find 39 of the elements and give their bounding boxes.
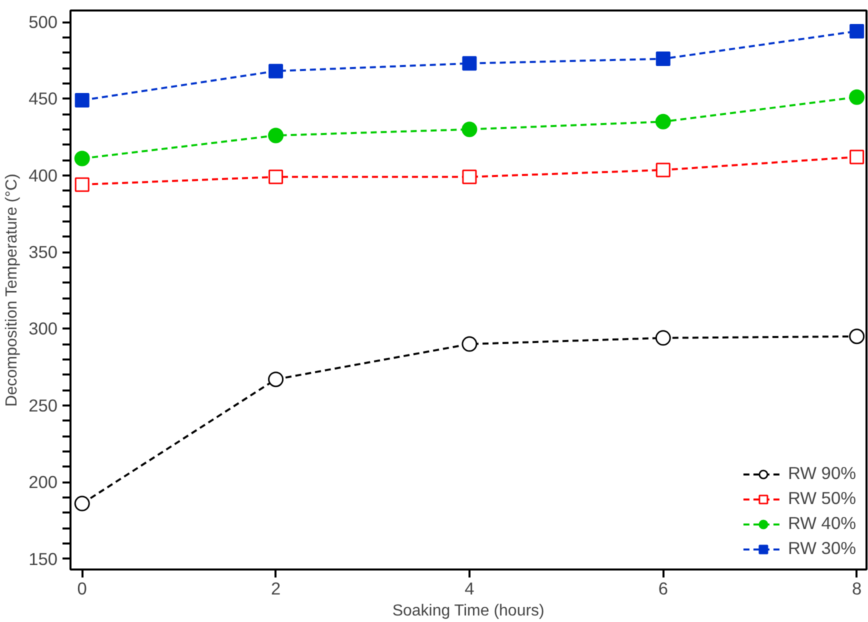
x-tick-label: 2 (270, 578, 281, 598)
point (850, 24, 864, 38)
point (462, 56, 477, 71)
point (655, 114, 671, 130)
legend-label: RW 40% (788, 513, 856, 534)
x-tick-label: 0 (77, 578, 87, 598)
x-tick-label: 4 (464, 578, 475, 598)
legend-label: RW 30% (788, 538, 856, 559)
point (462, 336, 478, 352)
point (850, 150, 864, 164)
point (74, 150, 90, 166)
point (268, 372, 284, 388)
point (656, 52, 670, 66)
y-tick-label: 200 (28, 472, 58, 492)
point (849, 89, 865, 105)
point (655, 330, 671, 346)
point (849, 328, 865, 344)
y-axis-title: Decomposition Temperature (°C) (4, 174, 21, 407)
y-tick-label: 500 (28, 12, 58, 32)
y-tick-label: 400 (28, 165, 58, 186)
x-tick-label: 6 (658, 578, 668, 598)
x-axis-title: Soaking Time (hours) (392, 602, 544, 620)
point (74, 177, 90, 192)
y-tick-label: 150 (28, 548, 58, 569)
legend-label: RW 90% (788, 463, 856, 484)
point (74, 92, 90, 108)
point (268, 170, 284, 184)
y-tick-label: 350 (28, 242, 58, 262)
point (74, 496, 90, 512)
legend-label: RW 50% (788, 488, 856, 509)
point (268, 128, 284, 144)
x-tick-label: 8 (852, 578, 862, 598)
point (656, 162, 670, 178)
y-tick-label: 300 (28, 318, 58, 339)
y-tick-label: 450 (28, 88, 58, 109)
point (462, 170, 477, 184)
point (268, 64, 284, 78)
point (462, 122, 478, 138)
y-tick-label: 250 (28, 395, 58, 416)
